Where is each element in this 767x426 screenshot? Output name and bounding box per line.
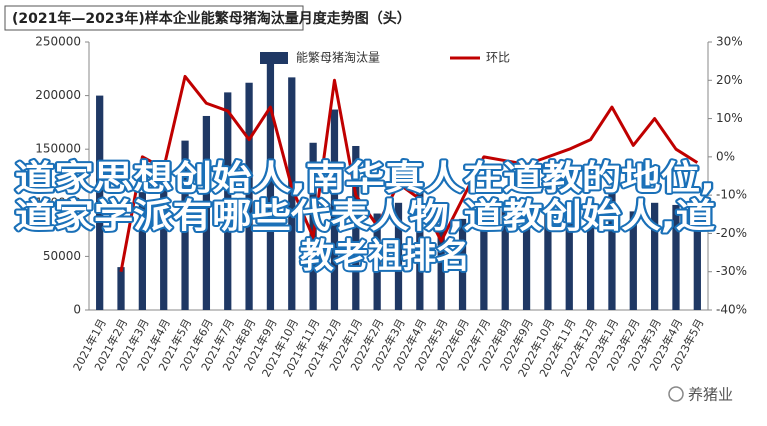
bar xyxy=(266,52,275,310)
bar xyxy=(224,92,232,310)
bar xyxy=(138,192,146,310)
bar xyxy=(480,213,488,310)
y2-tick-label: -10% xyxy=(716,188,747,202)
legend-label: 环比 xyxy=(486,51,510,65)
y2-tick-label: -40% xyxy=(716,303,747,317)
bar xyxy=(629,211,637,310)
bar xyxy=(394,202,403,310)
bar xyxy=(672,204,680,310)
title-box xyxy=(4,5,304,31)
y2-tick-label: -30% xyxy=(716,264,747,278)
bar xyxy=(544,208,552,310)
bar xyxy=(352,145,360,310)
y-tick-label: 200000 xyxy=(35,88,81,102)
y-tick-label: 150000 xyxy=(35,142,81,156)
bar xyxy=(501,208,509,310)
y2-tick-label: 0% xyxy=(716,149,735,163)
bar xyxy=(522,204,531,310)
bar xyxy=(586,197,595,310)
y2-tick-label: 10% xyxy=(716,111,743,125)
overlay-text: 道家思想创始人,南华真人在道教的地位, xyxy=(15,159,715,199)
bar xyxy=(96,95,104,310)
bar xyxy=(608,186,616,310)
legend-swatch xyxy=(260,52,288,64)
bar xyxy=(330,109,339,310)
bar xyxy=(693,208,701,310)
bar xyxy=(288,77,296,310)
bar xyxy=(202,115,211,310)
legend-label: 能繁母猪淘汰量 xyxy=(296,50,380,65)
y-tick-label: 0 xyxy=(73,303,81,317)
y-tick-label: 100000 xyxy=(35,195,81,209)
y2-tick-label: 20% xyxy=(716,73,743,87)
y-tick-label: 50000 xyxy=(43,249,81,263)
y-tick-label: 250000 xyxy=(35,35,81,49)
chart-title: (2021年—2023年)样本企业能繁母猪淘汰量月度走势图（头） xyxy=(12,10,411,27)
overlay-text: 道家学派有哪些代表人物,道教创始人,道 xyxy=(15,197,715,237)
watermark: 养猪业 xyxy=(688,386,733,404)
bar xyxy=(458,218,467,310)
y2-tick-label: 30% xyxy=(716,35,743,49)
line xyxy=(119,74,699,272)
y2-tick-label: -20% xyxy=(716,226,747,240)
bar xyxy=(160,170,168,310)
bar xyxy=(416,192,424,310)
watermark-icon xyxy=(668,386,684,402)
bar xyxy=(565,202,573,310)
bar xyxy=(651,202,659,310)
bar xyxy=(181,140,189,310)
bar xyxy=(117,267,125,310)
overlay-text: 教老祖排名 xyxy=(300,237,470,277)
bar xyxy=(373,213,381,310)
bar xyxy=(437,224,445,310)
bar xyxy=(245,82,253,311)
